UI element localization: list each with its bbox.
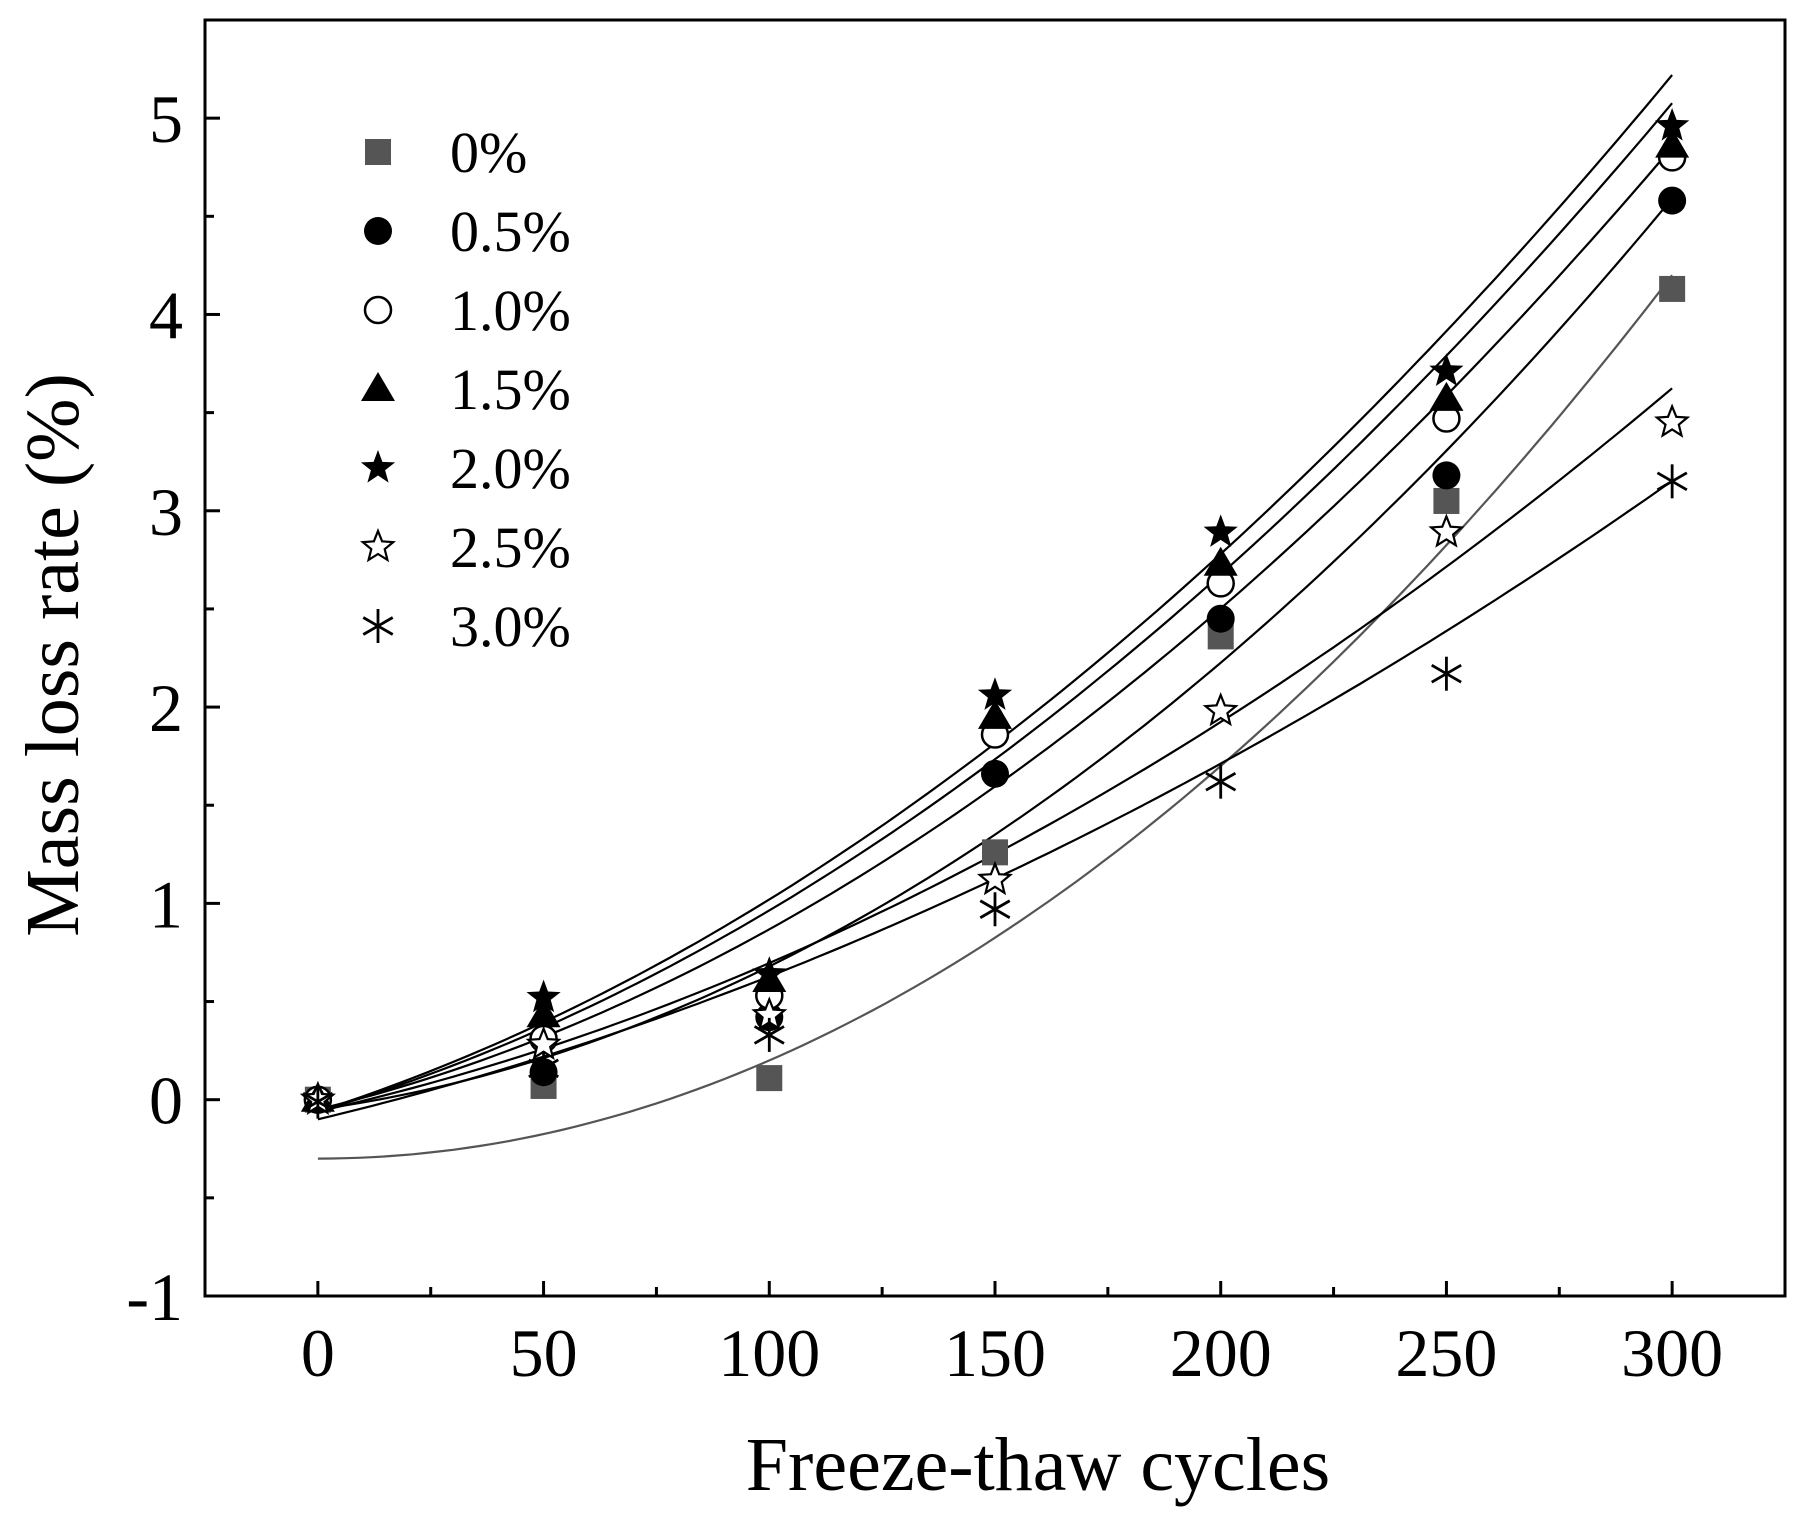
data-point — [526, 998, 561, 1028]
legend-marker — [363, 295, 393, 325]
x-tick-label: 0 — [301, 1315, 335, 1391]
plot-frame — [203, 18, 1787, 1298]
legend-marker — [364, 217, 392, 245]
legend-label: 0% — [450, 120, 527, 185]
y-tick-label: 4 — [149, 277, 183, 353]
data-point — [1205, 764, 1237, 799]
axis-ticks: 0 50 100 150 200 250 300 -1 0 1 2 3 4 5 — [126, 81, 1723, 1391]
x-tick-label: 100 — [718, 1315, 820, 1391]
fit-curve — [317, 274, 1673, 1160]
x-axis-title: Freeze-thaw cycles — [746, 1423, 1330, 1507]
data-point — [981, 759, 1009, 788]
data-point — [1203, 546, 1238, 576]
data-point — [1431, 656, 1462, 691]
data-point — [1429, 353, 1464, 386]
data-point — [977, 677, 1013, 710]
legend-label: 0.5% — [450, 199, 571, 264]
data-point — [753, 1017, 785, 1052]
data-point — [752, 956, 787, 989]
data-point — [302, 1084, 334, 1119]
y-tick-label: 1 — [149, 866, 183, 942]
legend-marker — [365, 139, 391, 165]
legend-label: 2.5% — [450, 515, 571, 580]
legend-label: 1.0% — [450, 278, 571, 343]
x-tick-label: 250 — [1395, 1315, 1497, 1391]
data-point — [1658, 186, 1687, 215]
data-point — [1433, 487, 1460, 514]
y-tick-label: 5 — [149, 81, 183, 157]
legend-marker — [360, 528, 396, 563]
data-point — [978, 699, 1012, 729]
data-point — [1655, 108, 1690, 141]
y-tick-label: 0 — [149, 1063, 183, 1139]
data-point — [756, 1065, 783, 1092]
legend-label: 2.0% — [450, 436, 571, 501]
x-tick-label: 300 — [1621, 1315, 1723, 1391]
x-tick-label: 200 — [1170, 1315, 1272, 1391]
y-tick-label: -1 — [126, 1259, 183, 1335]
data-point — [976, 860, 1014, 896]
data-point — [1429, 381, 1464, 411]
x-tick-label: 150 — [944, 1315, 1046, 1391]
x-tick-label: 50 — [510, 1315, 578, 1391]
data-point — [526, 979, 561, 1013]
data-point — [1656, 464, 1688, 499]
data-point — [1655, 128, 1690, 158]
y-tick-label: 2 — [149, 670, 183, 746]
data-point — [1203, 514, 1238, 547]
data-point — [1654, 403, 1691, 438]
data-points — [299, 108, 1691, 1119]
y-axis-title: Mass loss rate (%) — [11, 373, 95, 937]
data-point — [1432, 461, 1461, 490]
legend-marker — [362, 609, 394, 643]
legend-label: 3.0% — [450, 594, 571, 659]
data-point — [1206, 604, 1235, 633]
data-point — [979, 892, 1011, 927]
legend: 0% 0.5% 1.0% 1.5% 2.0% 2.5% 3.0% — [360, 120, 571, 659]
data-point — [1428, 513, 1465, 548]
data-point — [528, 1051, 559, 1086]
y-tick-label: 3 — [149, 474, 183, 550]
legend-marker — [360, 450, 396, 483]
data-point — [1659, 275, 1686, 302]
data-point — [1202, 692, 1239, 727]
legend-label: 1.5% — [450, 357, 571, 422]
legend-marker — [361, 372, 395, 401]
